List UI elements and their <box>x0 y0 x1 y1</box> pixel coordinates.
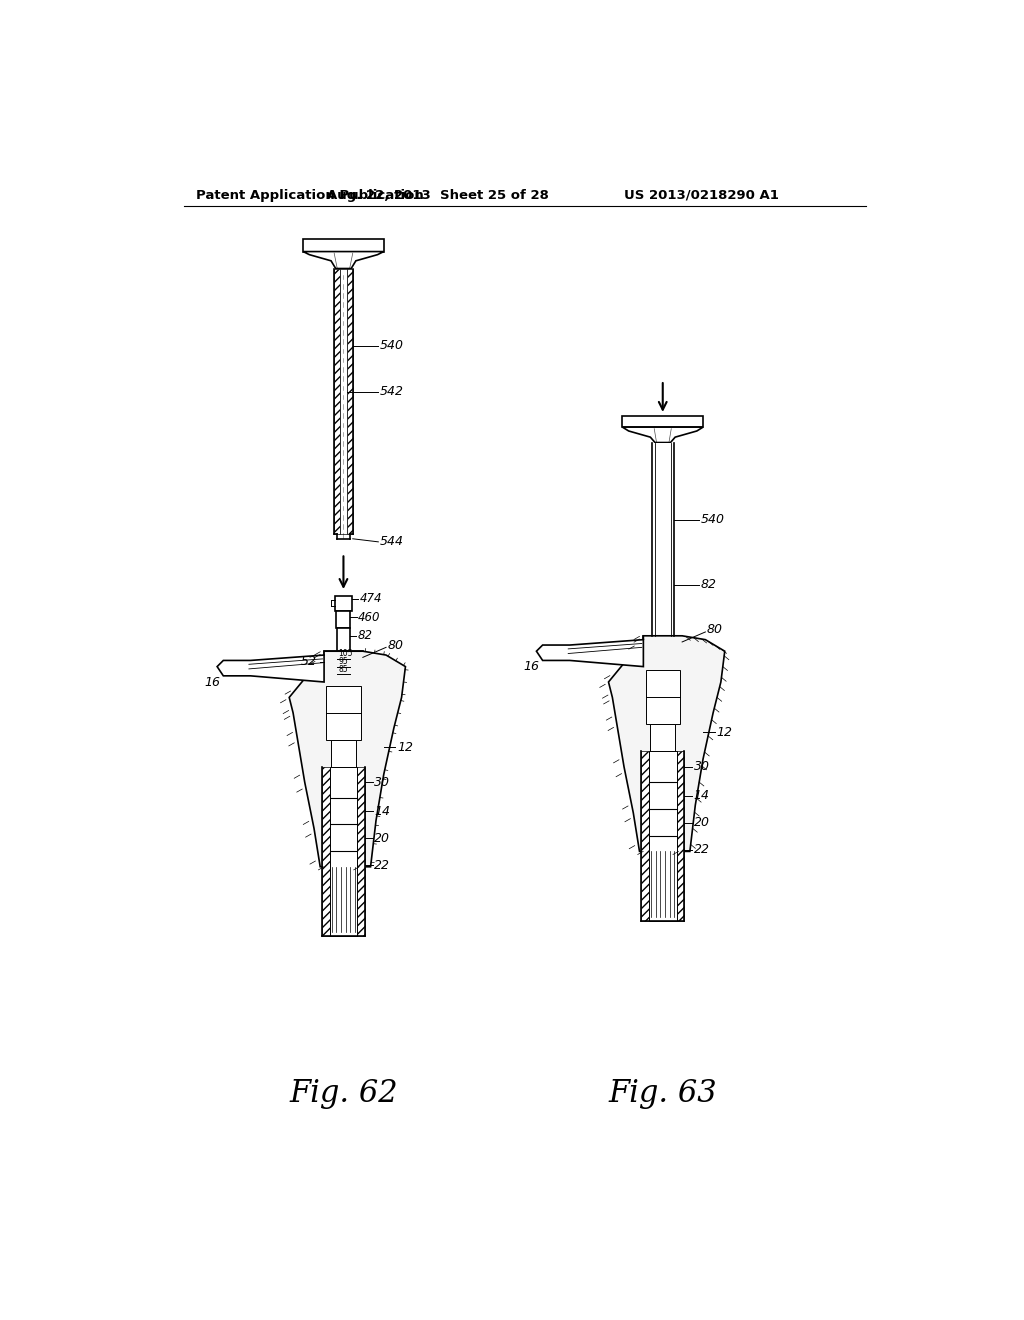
Text: 460: 460 <box>358 611 381 624</box>
Bar <box>643 636 682 671</box>
Text: 22: 22 <box>693 843 710 857</box>
Text: 82: 82 <box>700 578 717 591</box>
Text: 16: 16 <box>204 676 220 689</box>
Polygon shape <box>289 651 406 867</box>
Bar <box>324 651 362 686</box>
Text: 95: 95 <box>338 657 348 665</box>
Text: 14: 14 <box>375 805 390 818</box>
Text: 82: 82 <box>357 630 373 643</box>
Polygon shape <box>608 636 725 851</box>
Text: 544: 544 <box>380 536 403 548</box>
Text: 30: 30 <box>693 760 710 774</box>
Bar <box>330 767 357 936</box>
Text: 540: 540 <box>700 513 725 527</box>
Text: 22: 22 <box>375 859 390 871</box>
Bar <box>346 268 352 535</box>
Bar <box>649 751 677 921</box>
Bar <box>335 595 352 611</box>
Text: 474: 474 <box>359 593 382 606</box>
Bar <box>331 739 356 767</box>
Polygon shape <box>303 252 384 268</box>
Bar <box>337 611 350 628</box>
Bar <box>677 751 684 921</box>
Text: 80: 80 <box>707 623 723 636</box>
Bar <box>623 416 703 428</box>
Polygon shape <box>623 428 703 442</box>
Text: 540: 540 <box>380 339 403 352</box>
Bar <box>340 268 346 535</box>
Text: 14: 14 <box>693 789 710 803</box>
Text: 16: 16 <box>523 660 540 673</box>
Bar <box>327 686 360 739</box>
Text: 542: 542 <box>380 385 403 399</box>
Bar <box>650 725 675 751</box>
Text: 12: 12 <box>716 726 732 739</box>
Bar <box>357 767 366 936</box>
Bar <box>652 442 674 636</box>
Bar <box>322 767 330 936</box>
Text: 85: 85 <box>338 664 348 673</box>
Bar <box>334 268 340 535</box>
Bar <box>303 239 384 252</box>
Text: Patent Application Publication: Patent Application Publication <box>197 189 424 202</box>
Text: Aug. 22, 2013  Sheet 25 of 28: Aug. 22, 2013 Sheet 25 of 28 <box>327 189 549 202</box>
Polygon shape <box>537 640 643 667</box>
Text: US 2013/0218290 A1: US 2013/0218290 A1 <box>624 189 779 202</box>
Text: 80: 80 <box>388 639 403 652</box>
Bar <box>641 751 649 921</box>
Text: 20: 20 <box>375 832 390 845</box>
Text: Fig. 63: Fig. 63 <box>608 1078 717 1109</box>
Text: 30: 30 <box>375 776 390 788</box>
Text: 12: 12 <box>397 741 413 754</box>
Bar <box>646 671 680 725</box>
Text: 20: 20 <box>693 816 710 829</box>
Polygon shape <box>217 655 324 682</box>
Text: 105: 105 <box>338 649 352 659</box>
Text: 52: 52 <box>301 656 316 668</box>
Text: Fig. 62: Fig. 62 <box>289 1078 397 1109</box>
Bar <box>337 628 349 651</box>
